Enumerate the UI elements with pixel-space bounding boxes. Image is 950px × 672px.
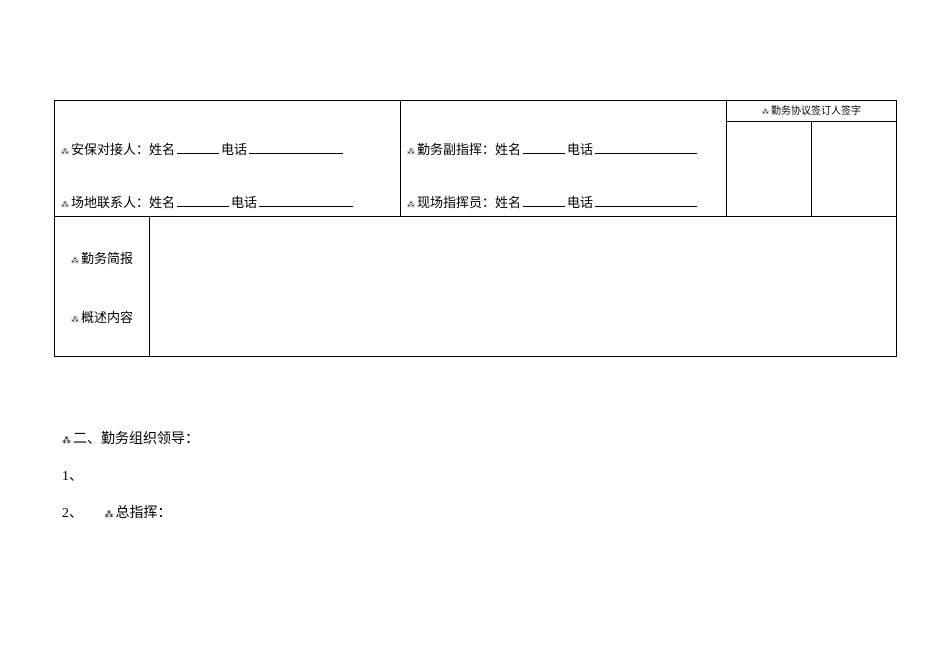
marker-icon: ⁂ — [407, 147, 415, 156]
label-brief: ⁂ 勤务简报 — [71, 248, 133, 267]
contact-venue: ⁂ 场地联系人：姓名 电话 — [61, 192, 355, 211]
cell-mid-contacts: ⁂ 勤务副指挥：姓名 电话 ⁂ 现场指挥员：姓名 电话 — [401, 101, 727, 216]
marker-icon: ⁂ — [762, 108, 769, 116]
form-table: ⁂ 安保对接人：姓名 电话 ⁂ 场地联系人：姓名 电话 ⁂ 勤务副指挥：姓名 电… — [54, 100, 897, 357]
label-phone: 电话 — [567, 139, 593, 158]
chief-commander-label: 总指挥： — [116, 506, 172, 521]
brief-labels: ⁂ 勤务简报 ⁂ 概述内容 — [55, 217, 150, 356]
label-field-commander: 现场指挥员：姓名 — [417, 192, 521, 211]
cell-left-contacts: ⁂ 安保对接人：姓名 电话 ⁂ 场地联系人：姓名 电话 — [55, 101, 401, 216]
signature-body — [727, 122, 896, 216]
underline-phone — [595, 194, 697, 207]
list-item-1: 1、 — [62, 465, 83, 485]
underline-name — [523, 141, 565, 154]
section-heading: ⁂二、勤务组织领导： — [62, 428, 199, 448]
marker-icon: ⁂ — [61, 200, 69, 209]
label-summary: ⁂ 概述内容 — [71, 307, 133, 326]
signature-col-2 — [812, 122, 897, 216]
brief-content — [150, 217, 896, 356]
list-number: 2、 — [62, 506, 83, 521]
label-deputy-commander: 勤务副指挥：姓名 — [417, 139, 521, 158]
label-venue-contact: 场地联系人：姓名 — [71, 192, 175, 211]
label-brief-text: 勤务简报 — [81, 248, 133, 267]
marker-icon: ⁂ — [105, 509, 114, 519]
underline-name — [177, 141, 219, 154]
list-item-2: 2、 ⁂总指挥： — [62, 502, 172, 522]
signature-header: ⁂勤务协议签订人签字 — [727, 101, 896, 122]
underline-phone — [249, 141, 343, 154]
underline-phone — [259, 194, 353, 207]
cell-signature: ⁂勤务协议签订人签字 — [727, 101, 896, 216]
underline-phone — [595, 141, 697, 154]
underline-name — [177, 194, 229, 207]
marker-icon: ⁂ — [407, 200, 415, 209]
label-phone: 电话 — [567, 192, 593, 211]
marker-icon: ⁂ — [71, 315, 79, 324]
label-phone: 电话 — [231, 192, 257, 211]
signature-header-text: 勤务协议签订人签字 — [771, 106, 861, 117]
row-brief: ⁂ 勤务简报 ⁂ 概述内容 — [55, 216, 896, 356]
label-phone: 电话 — [221, 139, 247, 158]
row-contacts: ⁂ 安保对接人：姓名 电话 ⁂ 场地联系人：姓名 电话 ⁂ 勤务副指挥：姓名 电… — [55, 101, 896, 216]
contact-field: ⁂ 现场指挥员：姓名 电话 — [407, 192, 699, 211]
underline-name — [523, 194, 565, 207]
marker-icon: ⁂ — [62, 435, 71, 445]
marker-icon: ⁂ — [61, 147, 69, 156]
label-security-contact: 安保对接人：姓名 — [71, 139, 175, 158]
contact-deputy: ⁂ 勤务副指挥：姓名 电话 — [407, 139, 699, 158]
marker-icon: ⁂ — [71, 256, 79, 265]
contact-security: ⁂ 安保对接人：姓名 电话 — [61, 139, 345, 158]
signature-col-1 — [727, 122, 812, 216]
section-heading-text: 二、勤务组织领导： — [73, 432, 199, 447]
label-summary-text: 概述内容 — [81, 307, 133, 326]
